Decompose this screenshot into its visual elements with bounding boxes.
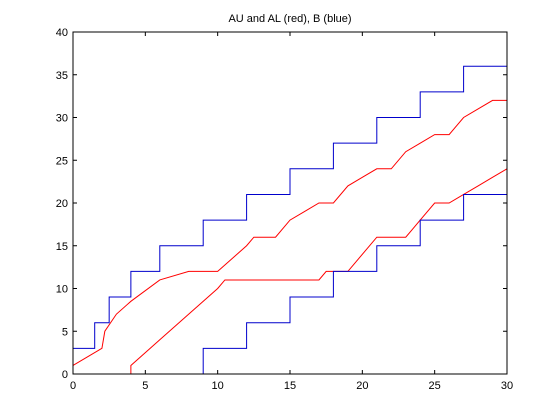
y-tick-label: 20 [56, 198, 68, 210]
blue-series-line-3 [73, 65, 507, 349]
axes-layer: 0 5 10 15 20 25 30 0 5 10 15 20 25 30 35 40 [56, 27, 513, 392]
y-tick-label: 30 [56, 113, 68, 125]
x-tick-label: 25 [429, 380, 441, 392]
y-tick-label: 10 [56, 284, 68, 296]
y-tick-label: 25 [56, 155, 68, 167]
y-tick-label: 0 [62, 369, 68, 381]
x-tick-label: 20 [356, 380, 368, 392]
chart-title: AU and AL (red), B (blue) [228, 13, 351, 25]
x-tick-label: 30 [501, 380, 513, 392]
x-tick-label: 5 [142, 380, 148, 392]
x-tick-label: 15 [284, 380, 296, 392]
y-tick-label: 5 [62, 326, 68, 338]
y-tick-label: 15 [56, 241, 68, 253]
blue-series-line-4 [202, 193, 507, 374]
red-series-line-2 [130, 168, 508, 374]
x-tick-label: 0 [70, 380, 76, 392]
y-tick-label: 40 [56, 27, 68, 39]
series-layer [72, 65, 508, 374]
y-tick-label: 35 [56, 70, 68, 82]
x-tick-label: 10 [212, 380, 224, 392]
red-series-line-1 [72, 99, 507, 366]
